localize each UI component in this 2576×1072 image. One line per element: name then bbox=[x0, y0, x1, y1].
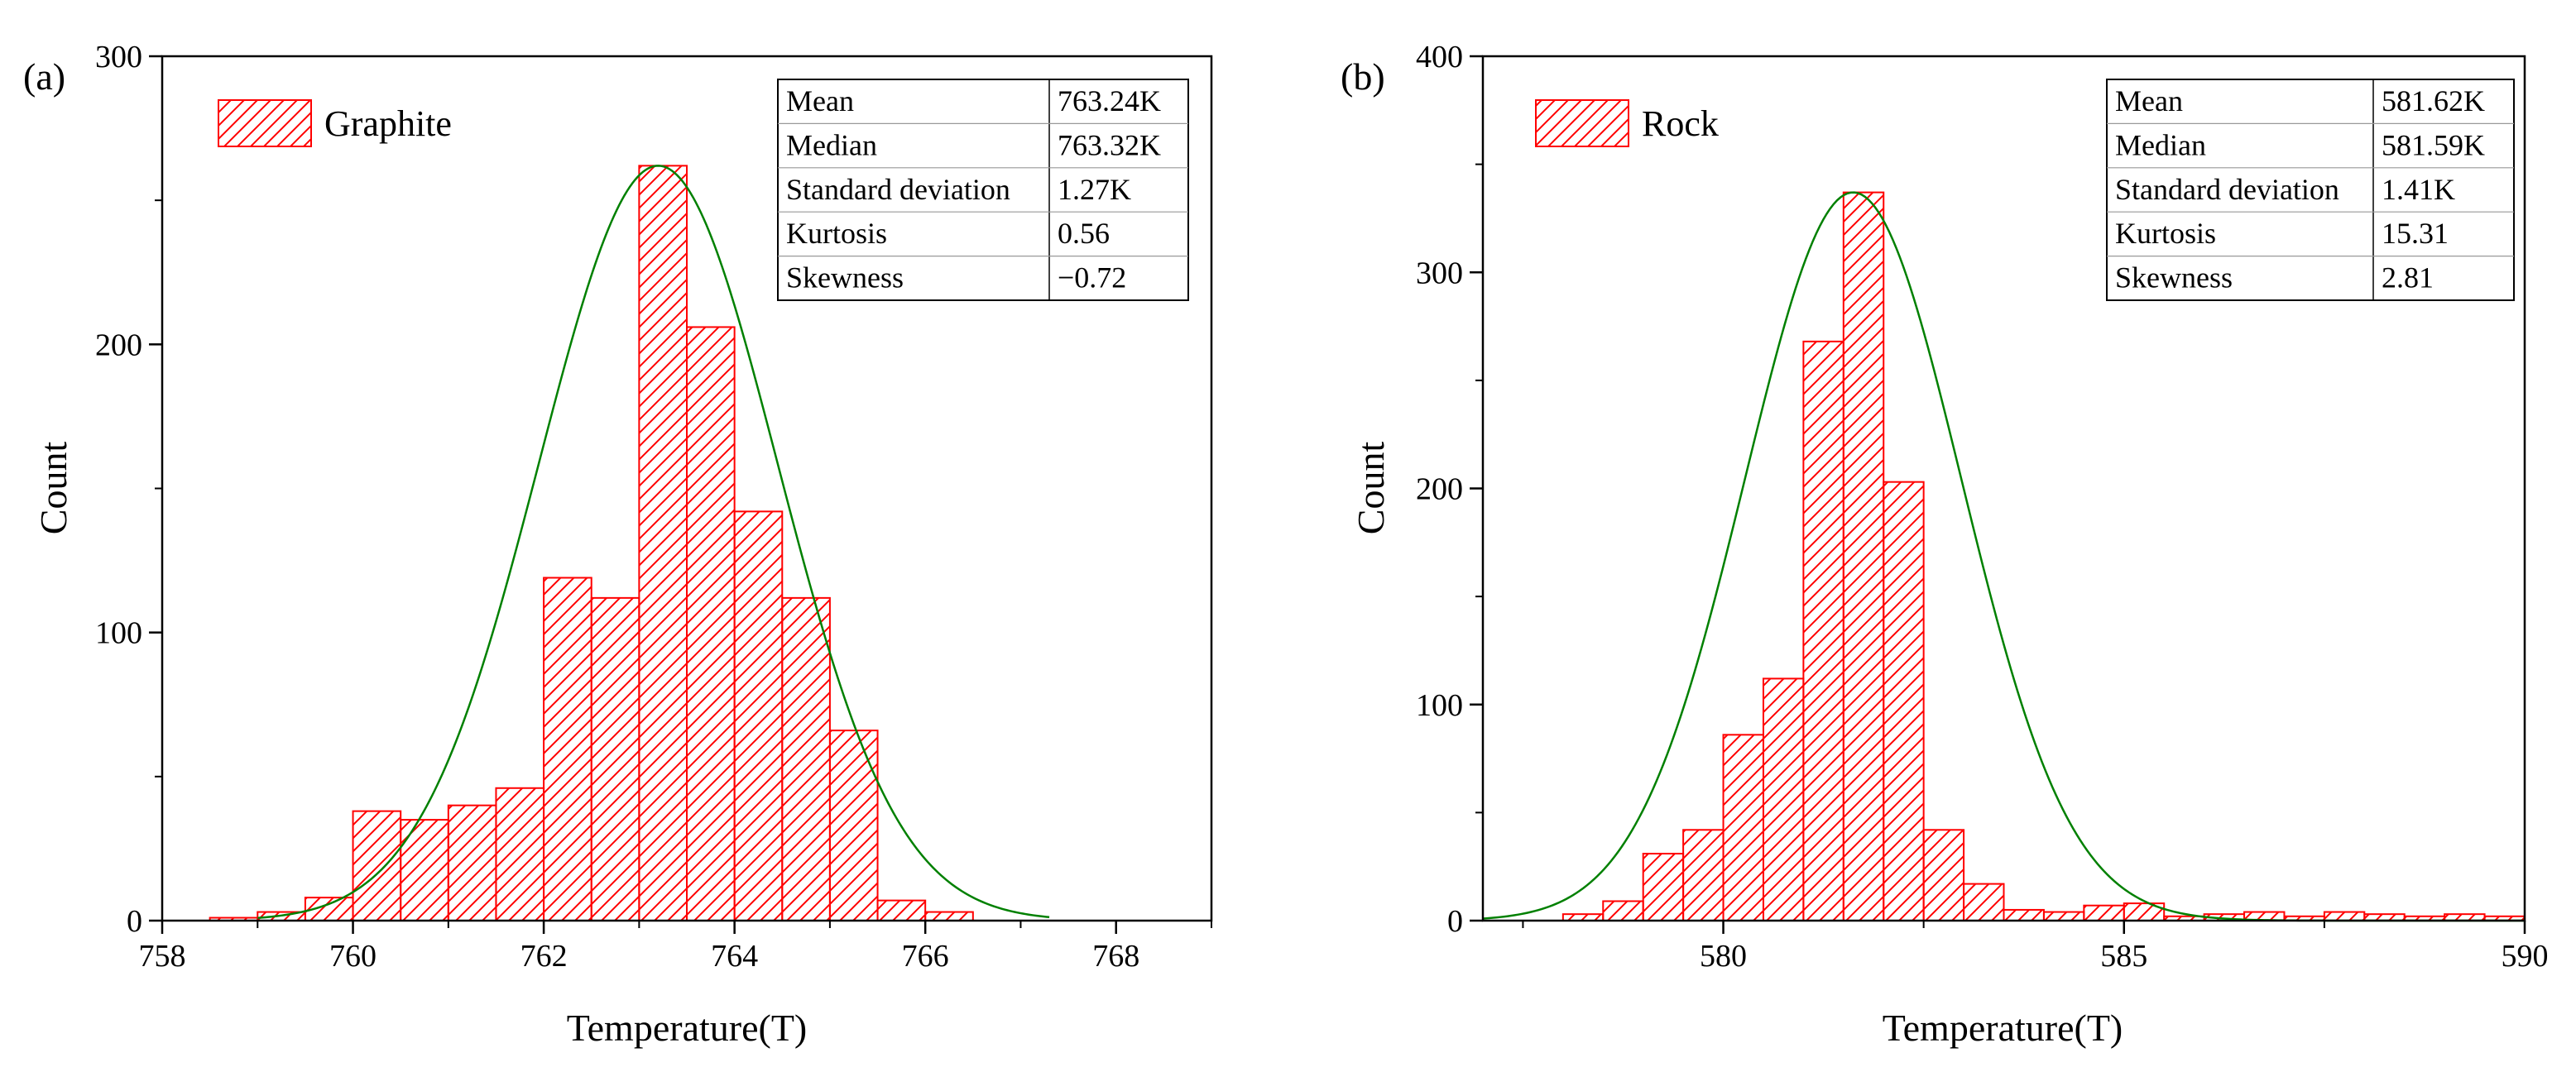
stats-table-frame bbox=[777, 79, 1189, 301]
legend: Graphite bbox=[218, 99, 452, 147]
stats-label: Skewness bbox=[786, 261, 904, 294]
y-tick-label: 400 bbox=[1416, 40, 1463, 74]
histogram-bar bbox=[876, 899, 927, 922]
histogram-bar bbox=[2323, 911, 2366, 922]
y-tick-label: 0 bbox=[127, 904, 142, 939]
histogram-bar bbox=[2003, 908, 2045, 921]
histogram-bar bbox=[1963, 883, 2005, 922]
panel-label: (a) bbox=[23, 55, 65, 98]
histogram-bar bbox=[781, 596, 831, 921]
stats-value: 581.62K bbox=[2382, 84, 2485, 117]
x-tick-label: 585 bbox=[2100, 939, 2147, 974]
stats-label: Kurtosis bbox=[786, 217, 887, 250]
legend-label: Rock bbox=[1642, 103, 1719, 144]
stats-value: 15.31 bbox=[2382, 217, 2449, 250]
panel-label: (b) bbox=[1341, 55, 1385, 98]
y-tick-label: 100 bbox=[95, 616, 142, 651]
y-tick-label: 300 bbox=[95, 40, 142, 74]
stats-table: Mean 763.24K Median 763.32K Standard deviati… bbox=[777, 79, 1189, 301]
histogram-bar bbox=[1602, 900, 1644, 922]
x-tick-label: 758 bbox=[139, 939, 186, 974]
stats-label: Median bbox=[2115, 128, 2206, 161]
histogram-bar bbox=[733, 510, 784, 921]
y-tick-label: 300 bbox=[1416, 256, 1463, 290]
stats-value: 2.81 bbox=[2382, 261, 2434, 294]
stats-label: Kurtosis bbox=[2115, 217, 2216, 250]
y-tick-label: 200 bbox=[1416, 472, 1463, 507]
histogram-bar bbox=[2042, 911, 2085, 922]
stats-value: 763.32K bbox=[1058, 128, 1161, 161]
y-axis-title: Count bbox=[32, 442, 74, 535]
stats-label: Standard deviation bbox=[2115, 173, 2339, 206]
x-tick-label: 590 bbox=[2502, 939, 2549, 974]
histogram-bar bbox=[447, 804, 497, 922]
legend-swatch bbox=[218, 99, 312, 147]
histogram-bar bbox=[828, 730, 879, 921]
stats-label: Mean bbox=[786, 84, 854, 117]
stats-value: 1.27K bbox=[1058, 173, 1131, 206]
histogram-bar bbox=[1842, 191, 1885, 921]
legend-swatch bbox=[1535, 99, 1629, 147]
histogram-bar bbox=[1682, 829, 1725, 922]
legend: Rock bbox=[1535, 99, 1719, 147]
y-tick-label: 0 bbox=[1447, 904, 1463, 939]
stats-table: Mean 581.62K Median 581.59K Standard deviati… bbox=[2106, 79, 2515, 301]
histogram-bar bbox=[638, 165, 688, 922]
legend-label: Graphite bbox=[324, 103, 452, 144]
histogram-bar bbox=[1722, 734, 1764, 922]
stats-label: Mean bbox=[2115, 84, 2183, 117]
histogram-bar bbox=[1642, 853, 1685, 921]
histogram-bar bbox=[1922, 829, 1965, 922]
stats-table-frame bbox=[2106, 79, 2515, 301]
plot-frame bbox=[161, 55, 1213, 922]
stats-label: Standard deviation bbox=[786, 173, 1010, 206]
histogram-bar bbox=[400, 819, 449, 921]
y-tick-label: 100 bbox=[1416, 688, 1463, 723]
x-tick-label: 580 bbox=[1700, 939, 1747, 974]
histogram-bar bbox=[1883, 481, 1925, 921]
x-tick-label: 766 bbox=[902, 939, 949, 974]
histogram-bar bbox=[1802, 340, 1844, 922]
histogram-panel-rock: (b) 0 100 200 300 400 580 585 590 Rock Mean 581… bbox=[1341, 40, 2549, 1049]
histogram-bar bbox=[495, 787, 545, 921]
bar-series bbox=[1561, 191, 2526, 922]
histogram-bar bbox=[924, 911, 974, 922]
histogram-bar bbox=[1762, 677, 1805, 922]
stats-label: Median bbox=[786, 128, 877, 161]
stats-value: 763.24K bbox=[1058, 84, 1161, 117]
x-tick-label: 762 bbox=[520, 939, 568, 974]
x-axis-title: Temperature(T) bbox=[567, 1007, 808, 1049]
normal-fit-curve bbox=[257, 165, 1050, 920]
histogram-bar bbox=[2083, 904, 2125, 922]
histogram-panel-graphite: (a) 0 100 200 300 758 760 762 764 766 768 Graphi… bbox=[23, 40, 1213, 1049]
histogram-bar bbox=[590, 596, 640, 921]
x-tick-label: 760 bbox=[329, 939, 377, 974]
stats-value: 581.59K bbox=[2382, 128, 2485, 161]
stats-value: −0.72 bbox=[1058, 261, 1126, 294]
histogram-bar bbox=[352, 810, 402, 922]
normal-fit-curve bbox=[1482, 191, 2525, 922]
x-tick-label: 764 bbox=[711, 939, 758, 974]
histogram-bar bbox=[686, 326, 736, 921]
plot-frame bbox=[1481, 55, 2526, 922]
histogram-bar bbox=[543, 577, 592, 921]
stats-value: 1.41K bbox=[2382, 173, 2455, 206]
x-tick-label: 768 bbox=[1092, 939, 1139, 974]
stats-value: 0.56 bbox=[1058, 217, 1110, 250]
y-axis-title: Count bbox=[1350, 442, 1392, 535]
stats-label: Skewness bbox=[2115, 261, 2233, 294]
x-axis-title: Temperature(T) bbox=[1883, 1007, 2123, 1049]
y-tick-label: 200 bbox=[95, 328, 142, 362]
